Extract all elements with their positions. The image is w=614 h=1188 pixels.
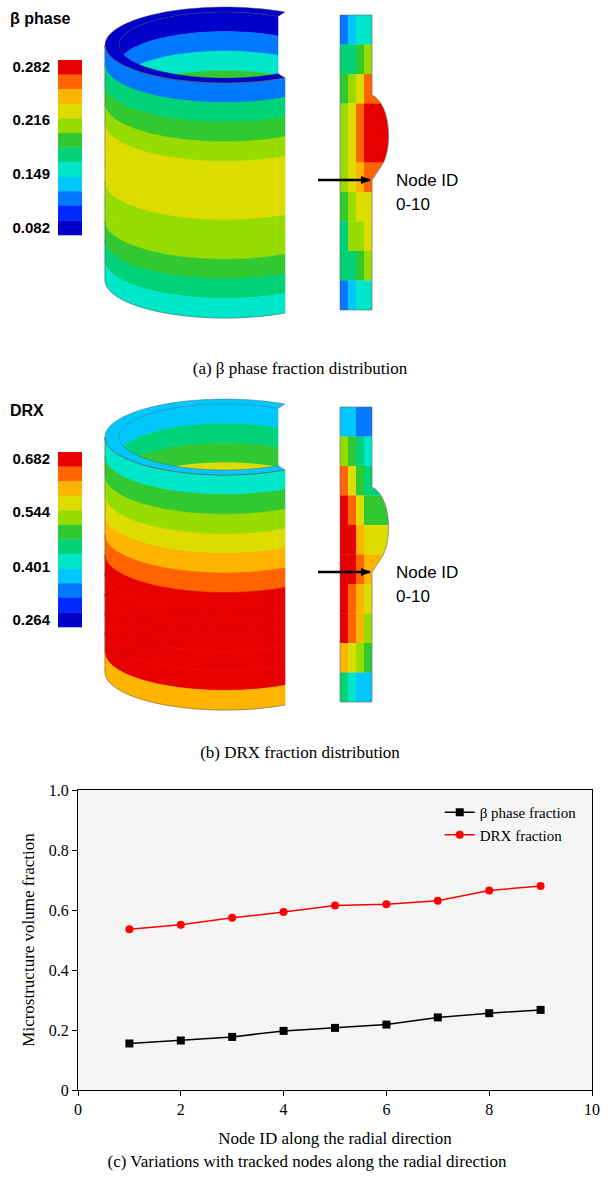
svg-text:0.4: 0.4 — [49, 962, 69, 979]
svg-text:0.2: 0.2 — [49, 1022, 69, 1039]
svg-text:0: 0 — [61, 1082, 69, 1099]
svg-text:0.8: 0.8 — [49, 842, 69, 859]
svg-text:2: 2 — [177, 1101, 185, 1118]
svg-text:8: 8 — [485, 1101, 493, 1118]
svg-text:0-10: 0-10 — [396, 587, 430, 606]
svg-text:0.682: 0.682 — [12, 450, 50, 467]
svg-text:0.149: 0.149 — [12, 165, 50, 182]
svg-text:0-10: 0-10 — [396, 195, 430, 214]
svg-text:β phase: β phase — [10, 10, 71, 27]
svg-text:0: 0 — [74, 1101, 82, 1118]
svg-text:Node ID along the radial direc: Node ID along the radial direction — [218, 1129, 452, 1148]
svg-text:10: 10 — [584, 1101, 600, 1118]
svg-text:DRX: DRX — [10, 402, 44, 419]
html-text:(c) Variations with tracked no: (c) Variations with tracked nodes along … — [107, 1152, 507, 1171]
svg-text:DRX fraction: DRX fraction — [480, 828, 563, 844]
svg-text:1.0: 1.0 — [49, 782, 69, 799]
svg-text:β phase fraction: β phase fraction — [480, 805, 576, 821]
svg-text:(b) DRX fraction distribution: (b) DRX fraction distribution — [200, 743, 400, 762]
svg-text:0.282: 0.282 — [12, 58, 50, 75]
svg-text:Microstructure volume fraction: Microstructure volume fraction — [19, 833, 38, 1047]
svg-text:(a) β phase fraction distribut: (a) β phase fraction distribution — [193, 359, 408, 378]
svg-text:0.401: 0.401 — [12, 558, 50, 575]
svg-text:0.216: 0.216 — [12, 111, 50, 128]
svg-text:0.544: 0.544 — [12, 503, 50, 520]
svg-text:4: 4 — [280, 1101, 288, 1118]
svg-text:0.264: 0.264 — [12, 611, 50, 628]
svg-text:0.6: 0.6 — [49, 902, 69, 919]
svg-text:0.082: 0.082 — [12, 219, 50, 236]
svg-text:Node ID: Node ID — [396, 563, 458, 582]
svg-text:6: 6 — [382, 1101, 390, 1118]
svg-text:Node ID: Node ID — [396, 171, 458, 190]
